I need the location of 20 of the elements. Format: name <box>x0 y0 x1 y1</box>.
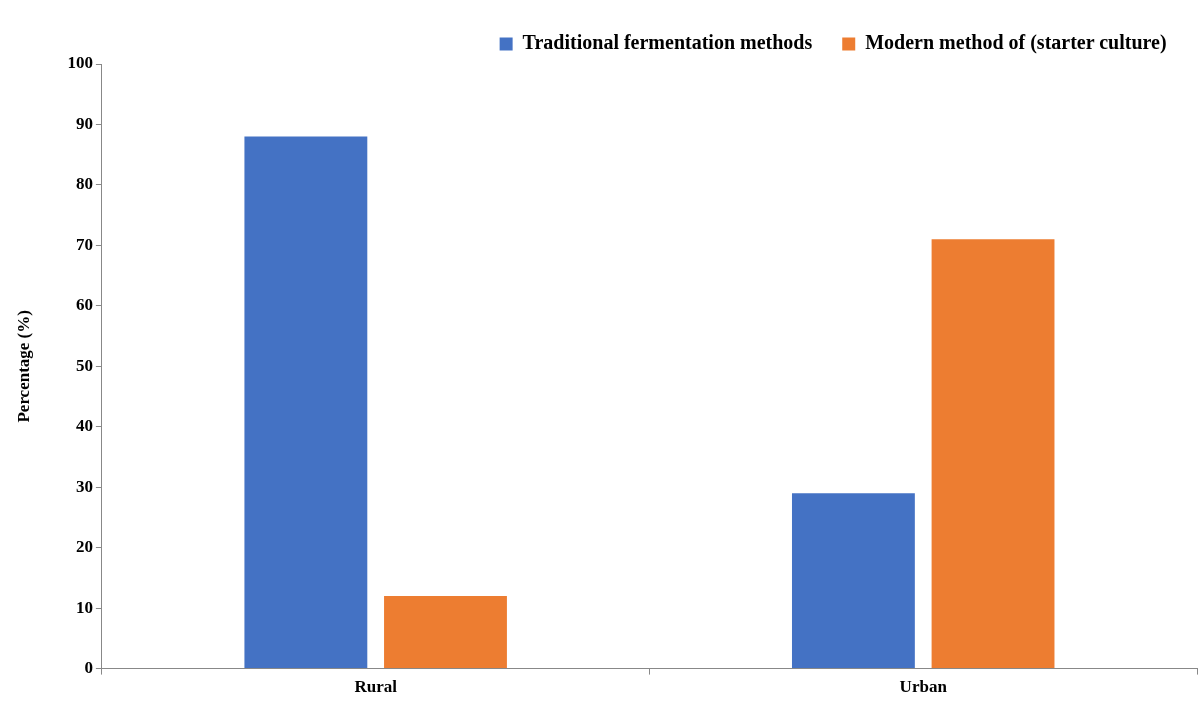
y-tick-label: 60 <box>75 295 93 315</box>
y-axis-title: Percentage (%) <box>13 310 33 423</box>
y-tick-label: 90 <box>75 113 93 133</box>
y-tick-label: 0 <box>84 657 93 677</box>
y-tick-label: 100 <box>67 53 93 73</box>
y-tick-label: 20 <box>75 537 93 557</box>
x-tick-label: Urban <box>899 677 948 697</box>
y-tick-label: 30 <box>75 476 93 496</box>
y-tick-label: 80 <box>75 174 93 194</box>
legend-label: Traditional fermentation methods <box>522 31 813 54</box>
bar <box>384 596 507 669</box>
y-tick-label: 40 <box>75 416 93 436</box>
bar <box>791 493 915 669</box>
y-tick-label: 10 <box>75 597 93 617</box>
x-tick-label: Rural <box>354 677 398 697</box>
legend-label: Modern method of (starter culture) <box>865 31 1167 55</box>
bar <box>244 136 368 669</box>
bar <box>931 239 1055 669</box>
y-tick-label: 50 <box>75 355 93 375</box>
y-tick-label: 70 <box>75 234 93 254</box>
